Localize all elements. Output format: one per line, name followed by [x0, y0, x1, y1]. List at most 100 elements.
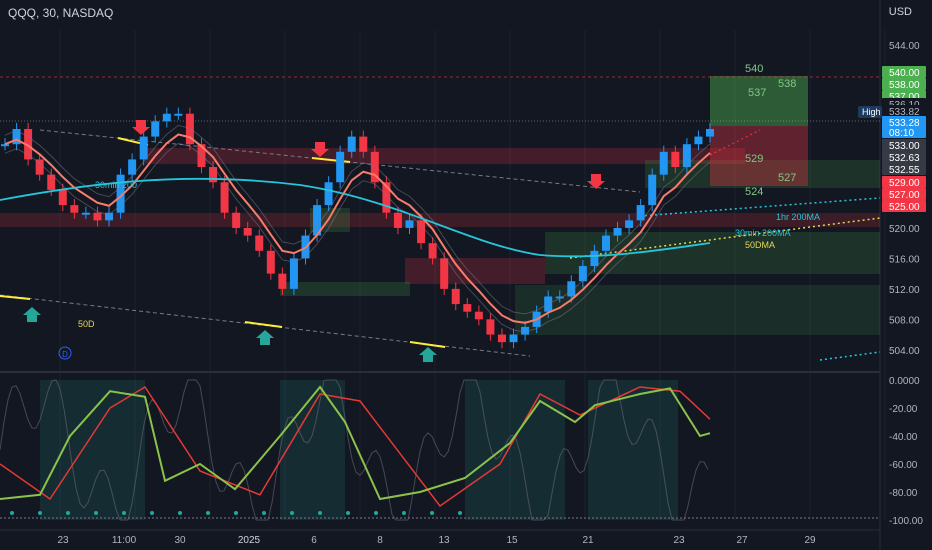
candle-body	[417, 220, 426, 244]
candle-body	[209, 167, 218, 183]
osc-tick: -60.00	[889, 460, 918, 471]
candle-body	[451, 288, 460, 305]
candle-body	[474, 311, 483, 320]
candle-body	[128, 159, 137, 175]
ema-band-upper	[4, 124, 711, 315]
sell-arrow	[587, 174, 605, 189]
osc-signal-line	[0, 385, 711, 508]
candle-body	[81, 212, 90, 215]
osc-dot	[10, 511, 14, 515]
candle-body	[324, 182, 333, 206]
candle-body	[405, 220, 414, 228]
candle-body	[463, 304, 472, 312]
ma-label-30min-200: 30min 200MA	[735, 228, 791, 238]
demand-zone-3	[545, 232, 880, 274]
price-badge-label: 532.63	[889, 153, 920, 164]
candle-body	[162, 113, 171, 122]
candle-body	[174, 113, 183, 116]
buy-arrow	[419, 347, 437, 362]
osc-dot	[122, 511, 126, 515]
candle-body	[116, 174, 125, 213]
osc-noise-line	[0, 379, 709, 521]
demand-zone-2	[280, 282, 410, 296]
sell-arrow	[132, 120, 150, 135]
level-label-524: 524	[745, 186, 763, 198]
ma-extension	[819, 351, 881, 361]
currency-label[interactable]: USD	[888, 6, 912, 18]
candle-body	[24, 128, 33, 160]
stop-box	[710, 126, 808, 186]
price-badge-label: 540.00	[889, 68, 920, 79]
osc-zone	[465, 380, 565, 520]
ma-label-50dma: 50DMA	[745, 240, 775, 250]
swing-marker	[0, 295, 31, 300]
candle-body	[393, 212, 402, 228]
price-badge	[882, 66, 926, 78]
supply-zone-2	[0, 213, 880, 227]
time-tick-8: 8	[377, 535, 383, 546]
ma-label-1hr-200: 1hr 200MA	[776, 212, 820, 222]
price-tick: 512.00	[889, 285, 920, 296]
candle-body	[58, 189, 67, 206]
supply-zone-3	[405, 258, 545, 284]
level-label-540: 540	[745, 63, 763, 75]
candle-body	[93, 212, 102, 221]
candle-body	[105, 212, 114, 221]
price-tick: 544.00	[889, 41, 920, 52]
osc-dot	[150, 511, 154, 515]
osc-dot	[38, 511, 42, 515]
candle-body	[255, 235, 264, 251]
price-tick: 520.00	[889, 224, 920, 235]
level-label-538: 538	[778, 78, 796, 90]
target-box	[710, 76, 808, 126]
osc-dot	[206, 511, 210, 515]
price-badge-label: 08:10	[889, 128, 914, 139]
buy-arrow	[256, 330, 274, 345]
ma-label-30min: 30min 200	[95, 180, 137, 190]
candle-body	[139, 136, 148, 160]
candle-body	[601, 235, 610, 251]
price-badge-label: 529.00	[889, 178, 920, 189]
osc-dot	[290, 511, 294, 515]
candle-body	[232, 212, 241, 228]
osc-tick: -80.00	[889, 488, 918, 499]
buy-arrow	[23, 307, 41, 322]
osc-zone	[280, 380, 345, 520]
candle-body	[694, 136, 703, 145]
projection-line	[709, 129, 761, 156]
osc-zone	[588, 380, 678, 520]
price-badge	[882, 176, 926, 188]
ma-50d-line	[569, 217, 881, 259]
high-badge	[858, 106, 882, 118]
osc-dot	[94, 511, 98, 515]
level-label-537: 537	[748, 87, 766, 99]
level-label-529: 529	[745, 153, 763, 165]
osc-dot	[402, 511, 406, 515]
ma-label-50d: 50D	[78, 319, 95, 329]
candle-body	[428, 243, 437, 259]
osc-dot	[234, 511, 238, 515]
time-tick-29: 29	[804, 535, 816, 546]
chart-title: QQQ, 30, NASDAQ	[8, 6, 114, 20]
price-badge	[882, 126, 926, 138]
candle-body	[336, 151, 345, 183]
osc-zone	[40, 380, 145, 520]
osc-main-line	[0, 385, 711, 501]
price-badge	[882, 116, 926, 128]
candle-body	[671, 151, 680, 168]
candle-body	[659, 151, 668, 175]
time-tick-6: 6	[311, 535, 317, 546]
candle-body	[289, 258, 298, 289]
candle-body	[590, 250, 599, 267]
candle-body	[382, 182, 391, 213]
osc-tick: -40.00	[889, 432, 918, 443]
price-badge-label: 525.00	[889, 202, 920, 213]
osc-dot	[346, 511, 350, 515]
candle-body	[151, 121, 160, 137]
candle-body	[578, 266, 587, 282]
candle-body	[313, 205, 322, 236]
candle-body	[567, 281, 576, 297]
osc-dot	[318, 511, 322, 515]
candle-body	[359, 136, 368, 152]
